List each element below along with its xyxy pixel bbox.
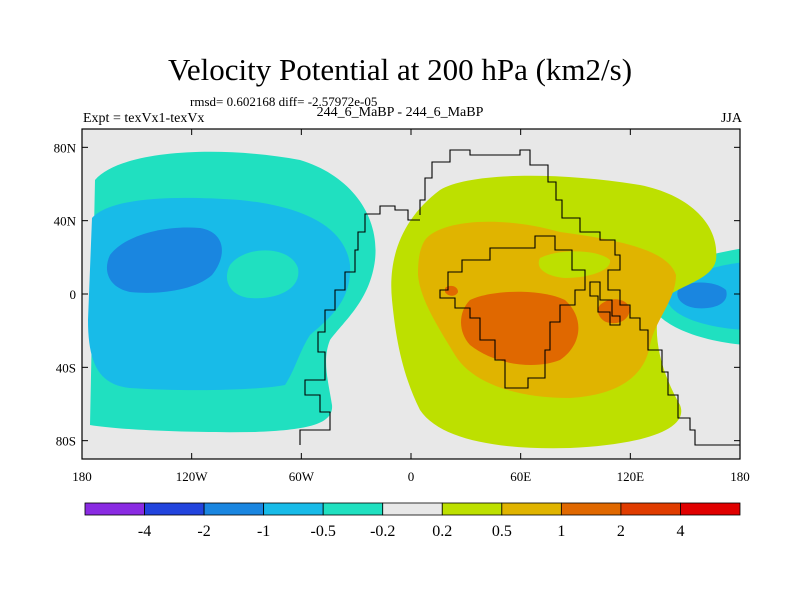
colorbar-label: 1 <box>557 523 565 540</box>
colorbar-swatch <box>84 502 145 516</box>
contour-neg-strong-west <box>106 227 222 293</box>
colorbar-swatch <box>144 502 205 516</box>
africa-coastline <box>439 235 586 389</box>
colorbar-label: -0.2 <box>370 523 395 540</box>
colorbar-label: 0.2 <box>432 523 452 540</box>
contour-pos-weak-inner <box>538 251 611 278</box>
colorbar-swatch <box>680 502 741 516</box>
asia-inner-coastline <box>589 281 621 326</box>
x-tick-label: 60W <box>289 469 315 484</box>
comparison-label: 244_6_MaBP - 244_6_MaBP <box>316 105 484 120</box>
y-tick-label: 40S <box>56 360 76 375</box>
colorbar-swatch <box>441 502 503 516</box>
americas-coastline <box>299 205 420 445</box>
contour-pos-strong-main <box>461 291 579 365</box>
colorbar: -4 -2 -1 -0.5 -0.2 0.2 0.5 1 2 4 <box>84 502 741 540</box>
rmsd-label: rmsd= 0.602168 <box>190 94 276 109</box>
diff-label: diff= -2.57972e-05 <box>278 94 378 109</box>
colorbar-swatch <box>263 502 324 516</box>
colorbar-swatch <box>501 502 562 516</box>
colorbar-swatch <box>560 502 622 516</box>
y-axis: 80N 40N 0 40S 80S <box>54 140 740 449</box>
africa-eurasia-coastline <box>419 149 740 446</box>
x-tick-label: 180 <box>72 469 92 484</box>
experiment-label: Expt = texVx1-texVx <box>83 111 205 126</box>
x-axis: 180 120W 60W 0 60E 120E 180 <box>72 129 750 484</box>
x-tick-label: 60E <box>510 469 531 484</box>
colorbar-label: -4 <box>138 523 151 540</box>
x-tick-label: 120E <box>617 469 645 484</box>
colorbar-swatch <box>322 502 384 516</box>
colorbar-swatch <box>620 502 681 516</box>
colorbar-swatch <box>203 502 265 516</box>
chart-title: Velocity Potential at 200 hPa (km2/s) <box>167 52 633 87</box>
colorbar-label: -1 <box>257 523 270 540</box>
colorbar-label: -2 <box>197 523 210 540</box>
x-tick-label: 120W <box>176 469 209 484</box>
stats-line: rmsd= 0.602168 diff= -2.57972e-05 <box>190 94 377 109</box>
y-tick-label: 80N <box>54 140 77 155</box>
y-tick-label: 40N <box>54 214 77 229</box>
y-tick-label: 80S <box>56 434 76 449</box>
x-tick-label: 0 <box>408 469 415 484</box>
y-tick-label: 0 <box>70 287 77 302</box>
colorbar-label: 4 <box>676 523 684 540</box>
contour-field <box>82 129 740 459</box>
coastlines <box>299 149 740 446</box>
colorbar-label: 0.5 <box>492 523 512 540</box>
colorbar-label: -0.5 <box>311 523 336 540</box>
x-tick-label: 180 <box>730 469 750 484</box>
colorbar-swatch <box>382 502 443 516</box>
colorbar-label: 2 <box>617 523 625 540</box>
contour-neg-weak-inner <box>226 250 299 299</box>
season-label: JJA <box>720 111 742 126</box>
contour-neg-strong-east <box>677 282 727 309</box>
